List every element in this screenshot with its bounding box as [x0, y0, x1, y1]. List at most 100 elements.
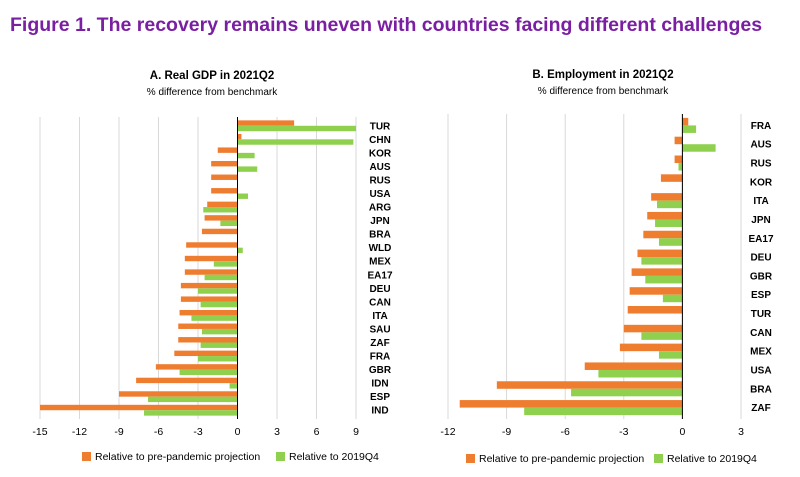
bar-q4-2019-a	[200, 342, 238, 348]
bar-q4-2019-a	[147, 396, 238, 403]
x-tick-label-a: 6	[314, 426, 320, 438]
category-label-a: JPN	[370, 216, 389, 227]
bar-q4-2019-b	[678, 163, 683, 171]
bar-q4-2019-b	[658, 351, 683, 359]
bar-q4-2019-a	[198, 288, 238, 294]
x-tick-label-a: -12	[72, 426, 87, 438]
category-label-b: ZAF	[751, 403, 770, 414]
category-label-a: MEX	[369, 257, 391, 268]
category-label-b: JPN	[751, 215, 770, 226]
category-label-b: TUR	[751, 309, 772, 320]
bar-q4-2019-a	[213, 261, 238, 267]
bar-q4-2019-a	[220, 220, 238, 227]
bar-q4-2019-a	[237, 139, 354, 145]
category-label-b: AUS	[750, 140, 771, 151]
category-label-a: BRA	[369, 230, 391, 241]
bar-pre-pandemic-b	[637, 249, 683, 258]
category-label-b: DEU	[750, 253, 771, 264]
bar-q4-2019-a	[179, 369, 238, 376]
bar-pre-pandemic-a	[237, 120, 295, 126]
bar-q4-2019-b	[655, 219, 683, 227]
bar-pre-pandemic-a	[211, 174, 238, 180]
category-label-a: KOR	[369, 148, 392, 159]
category-label-a: ZAF	[370, 338, 389, 349]
category-label-b: USA	[750, 365, 771, 376]
bar-pre-pandemic-b	[674, 136, 683, 145]
category-label-a: CHN	[369, 135, 391, 146]
bar-pre-pandemic-b	[619, 343, 683, 352]
bar-q4-2019-b	[682, 125, 697, 133]
category-label-a: TUR	[370, 121, 391, 132]
legend-label-q4-2019-a: Relative to 2019Q4	[289, 451, 379, 463]
bar-pre-pandemic-a	[179, 309, 238, 316]
legend-label-q4-2019-b: Relative to 2019Q4	[667, 453, 757, 465]
category-label-b: CAN	[750, 328, 772, 339]
category-label-a: IDN	[371, 379, 388, 390]
x-tick-label-a: 9	[353, 426, 359, 438]
bar-pre-pandemic-a	[155, 364, 238, 370]
bar-pre-pandemic-b	[629, 287, 683, 295]
category-label-a: WLD	[369, 243, 392, 254]
legend-swatch-q4-2019-a	[276, 452, 285, 461]
bar-q4-2019-a	[200, 301, 238, 308]
x-tick-label-a: -3	[193, 426, 202, 438]
bar-pre-pandemic-a	[237, 133, 242, 140]
category-label-a: GBR	[369, 365, 392, 376]
bar-pre-pandemic-a	[184, 255, 238, 262]
bar-q4-2019-b	[645, 275, 683, 284]
bar-pre-pandemic-a	[119, 391, 238, 397]
bar-q4-2019-a	[237, 152, 255, 159]
legend-swatch-q4-2019-b	[654, 454, 663, 463]
bar-pre-pandemic-a	[178, 323, 238, 329]
bar-pre-pandemic-a	[180, 296, 238, 302]
category-label-a: RUS	[369, 175, 390, 186]
bar-q4-2019-a	[237, 193, 249, 199]
legend-swatch-pre-pandemic-b	[466, 454, 475, 463]
bar-q4-2019-a	[144, 410, 238, 416]
bar-q4-2019-a	[198, 356, 238, 362]
bar-pre-pandemic-a	[204, 215, 238, 221]
bar-pre-pandemic-b	[459, 400, 683, 408]
bar-q4-2019-b	[524, 407, 683, 416]
bar-pre-pandemic-b	[647, 211, 683, 220]
bar-pre-pandemic-a	[136, 377, 238, 384]
category-label-a: ARG	[369, 203, 391, 214]
category-label-a: IND	[371, 406, 388, 417]
bar-pre-pandemic-b	[651, 193, 683, 201]
bar-q4-2019-b	[682, 144, 716, 152]
bar-pre-pandemic-b	[682, 117, 689, 126]
bar-pre-pandemic-b	[660, 174, 683, 182]
bar-pre-pandemic-a	[217, 147, 238, 153]
category-label-b: KOR	[750, 177, 773, 188]
x-tick-label-b: -3	[619, 426, 628, 438]
chart-subtitle-a: % difference from benchmark	[147, 87, 278, 98]
x-tick-label-a: 0	[235, 426, 241, 438]
bar-pre-pandemic-b	[643, 230, 683, 239]
bar-pre-pandemic-a	[186, 242, 238, 248]
category-label-b: GBR	[750, 271, 773, 282]
bar-pre-pandemic-a	[178, 337, 238, 343]
bar-q4-2019-a	[201, 328, 238, 335]
category-label-b: RUS	[750, 159, 771, 170]
category-label-b: MEX	[750, 347, 772, 358]
x-tick-label-a: 3	[274, 426, 280, 438]
category-label-a: USA	[369, 189, 390, 200]
legend-label-pre-pandemic-b: Relative to pre-pandemic projection	[479, 453, 644, 465]
category-label-b: BRA	[750, 384, 772, 395]
bar-pre-pandemic-a	[180, 282, 238, 289]
category-label-a: AUS	[369, 162, 390, 173]
bar-q4-2019-a	[237, 247, 243, 254]
bar-q4-2019-a	[203, 207, 238, 213]
bar-q4-2019-b	[598, 369, 683, 378]
bar-q4-2019-a	[191, 315, 238, 321]
chart-title-a: A. Real GDP in 2021Q2	[150, 70, 274, 82]
category-label-b: ITA	[753, 196, 768, 207]
bar-q4-2019-b	[641, 332, 683, 340]
chart-subtitle-b: % difference from benchmark	[538, 86, 669, 97]
category-label-b: EA17	[748, 234, 773, 245]
page-title: Figure 1. The recovery remains uneven wi…	[10, 14, 763, 36]
x-tick-label-b: -9	[502, 426, 511, 438]
category-label-b: ESP	[751, 290, 771, 301]
x-tick-label-b: -6	[561, 426, 570, 438]
